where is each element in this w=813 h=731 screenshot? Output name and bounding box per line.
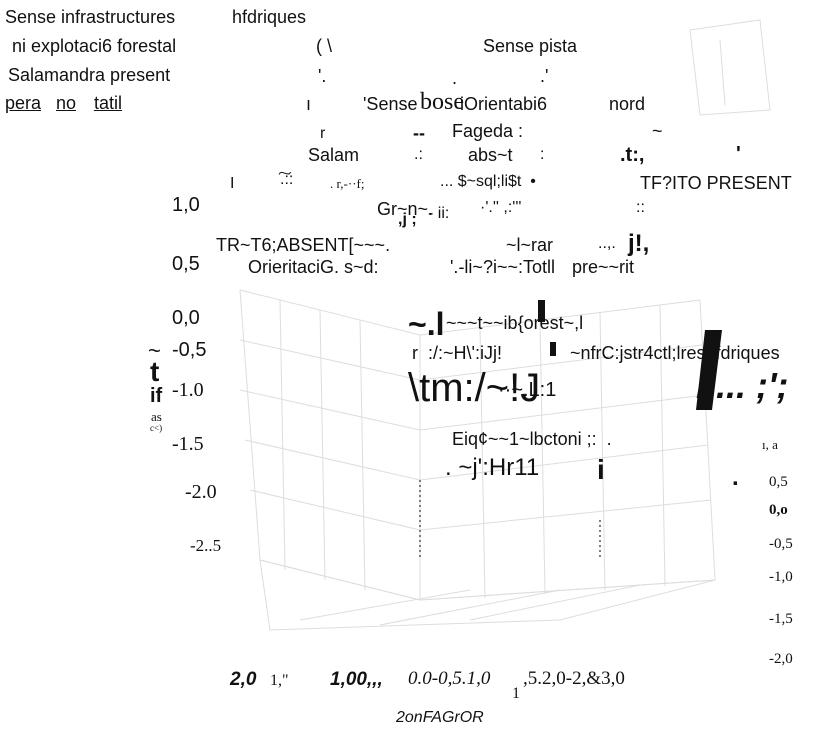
text-fragment: -1.0 (172, 380, 204, 400)
text-fragment: -2,0 (769, 652, 793, 667)
text-fragment: j!, (628, 232, 649, 256)
text-fragment: 0,o (769, 503, 788, 518)
text-fragment: Salam (308, 146, 359, 164)
text-fragment: r (320, 126, 325, 142)
grid-lines (300, 585, 640, 625)
text-fragment: Sense infrastructures (5, 8, 175, 26)
text-fragment: Salamandra present (8, 66, 170, 84)
text-fragment: - ii: (428, 206, 449, 222)
text-fragment: 0,5 (769, 475, 788, 490)
text-fragment: ~.l (408, 308, 444, 340)
page: {"texts": [ "Sense infrastructures", "hf… (0, 0, 813, 731)
text-fragment: 0,5 (172, 254, 200, 274)
text-fragment: ( \ (316, 37, 332, 55)
text-fragment: if (150, 386, 162, 406)
text-fragment: ,5.2,0-2,&3,0 (523, 669, 625, 688)
text-fragment: . ~j':Hr11 (445, 456, 539, 480)
text-fragment: bose (420, 90, 464, 114)
grid-floor (260, 560, 715, 630)
text-fragment: pera (5, 94, 41, 112)
text-fragment: c<) (150, 424, 162, 433)
text-fragment: -0,5 (769, 537, 793, 552)
text-fragment: Fageda : (452, 122, 523, 140)
text-fragment: Ij... ;'; (696, 368, 789, 404)
text-fragment: ·'.'' ,:''' (480, 200, 521, 216)
text-fragment: ni explotaci6 forestal (12, 37, 176, 55)
text-fragment: '. (318, 67, 326, 85)
text-fragment: TF?ITO PRESENT (640, 174, 792, 192)
text-fragment: 2,0 (230, 670, 256, 689)
text-fragment: ~nfrC:jstr4ctl;lres$fdriques (570, 344, 780, 362)
text-fragment: -1,0 (769, 570, 793, 585)
inset-box (690, 20, 770, 115)
text-fragment: .' (540, 67, 548, 85)
text-fragment: -1,5 (769, 612, 793, 627)
text-fragment: nord (609, 95, 645, 113)
text-fragment: ,j ; (398, 212, 417, 228)
text-fragment: :: (636, 200, 645, 216)
mark (550, 342, 556, 356)
text-fragment: pre~~rit (572, 258, 634, 276)
text-fragment: as (151, 410, 162, 423)
text-fragment: r :/:~H\':iJj! (412, 344, 502, 362)
text-fragment: i (597, 456, 605, 484)
text-fragment: tatil (94, 94, 122, 112)
grid-lines (240, 300, 420, 590)
text-fragment: 2onFAGrOR (396, 710, 484, 726)
text-fragment: ··~.L:1 (498, 380, 556, 400)
text-fragment: . r,-··f; (330, 177, 365, 190)
text-fragment: 1,0 (172, 195, 200, 215)
text-fragment: . (452, 69, 457, 87)
text-fragment: -1.5 (172, 434, 204, 454)
text-fragment: ' (736, 144, 741, 164)
text-fragment: -2..5 (190, 537, 221, 554)
text-fragment: 1," (270, 673, 289, 689)
text-fragment: 'Sense (363, 95, 417, 113)
drop-lines (420, 480, 600, 560)
text-fragment: abs~t (468, 146, 513, 164)
text-fragment: : (540, 147, 544, 163)
text-fragment: 1,00,,, (330, 670, 383, 689)
text-fragment: Eiq¢~~1~lbctoni ;: . (452, 430, 612, 448)
text-fragment: -- (413, 124, 425, 142)
text-fragment: t (150, 358, 159, 386)
text-fragment: iOrientabi6 (460, 95, 547, 113)
text-fragment: 1 (512, 686, 520, 702)
text-fragment: ı, a (762, 438, 778, 451)
text-fragment: TR~T6;ABSENT[~~~. (216, 236, 390, 254)
text-fragment: . (732, 466, 739, 490)
text-fragment: hfdriques (232, 8, 306, 26)
text-fragment: OrieritaciG. s~d: (248, 258, 379, 276)
text-fragment: .t:, (620, 145, 644, 165)
text-fragment: ..,. (598, 236, 616, 252)
text-fragment: no (56, 94, 76, 112)
text-fragment: ı (306, 95, 311, 113)
text-fragment: ~~~t~~ib{orest~,l (446, 314, 583, 332)
text-fragment: ~l~rar (506, 236, 553, 254)
text-fragment: -0,5 (172, 340, 206, 360)
text-fragment: 0,0 (172, 308, 200, 328)
text-fragment: ... $~sql;li$t • (440, 174, 536, 190)
text-fragment: .: (414, 147, 423, 163)
text-fragment: '.-li~?i~~:Totll (450, 258, 555, 276)
text-fragment: Sense pista (483, 37, 577, 55)
text-fragment: ͠.:: (280, 172, 293, 188)
text-fragment: ~ (652, 122, 663, 140)
text-fragment: I (230, 176, 234, 192)
text-fragment: -2.0 (185, 482, 217, 502)
text-fragment: 0.0-0,5.1,0 (408, 669, 490, 688)
